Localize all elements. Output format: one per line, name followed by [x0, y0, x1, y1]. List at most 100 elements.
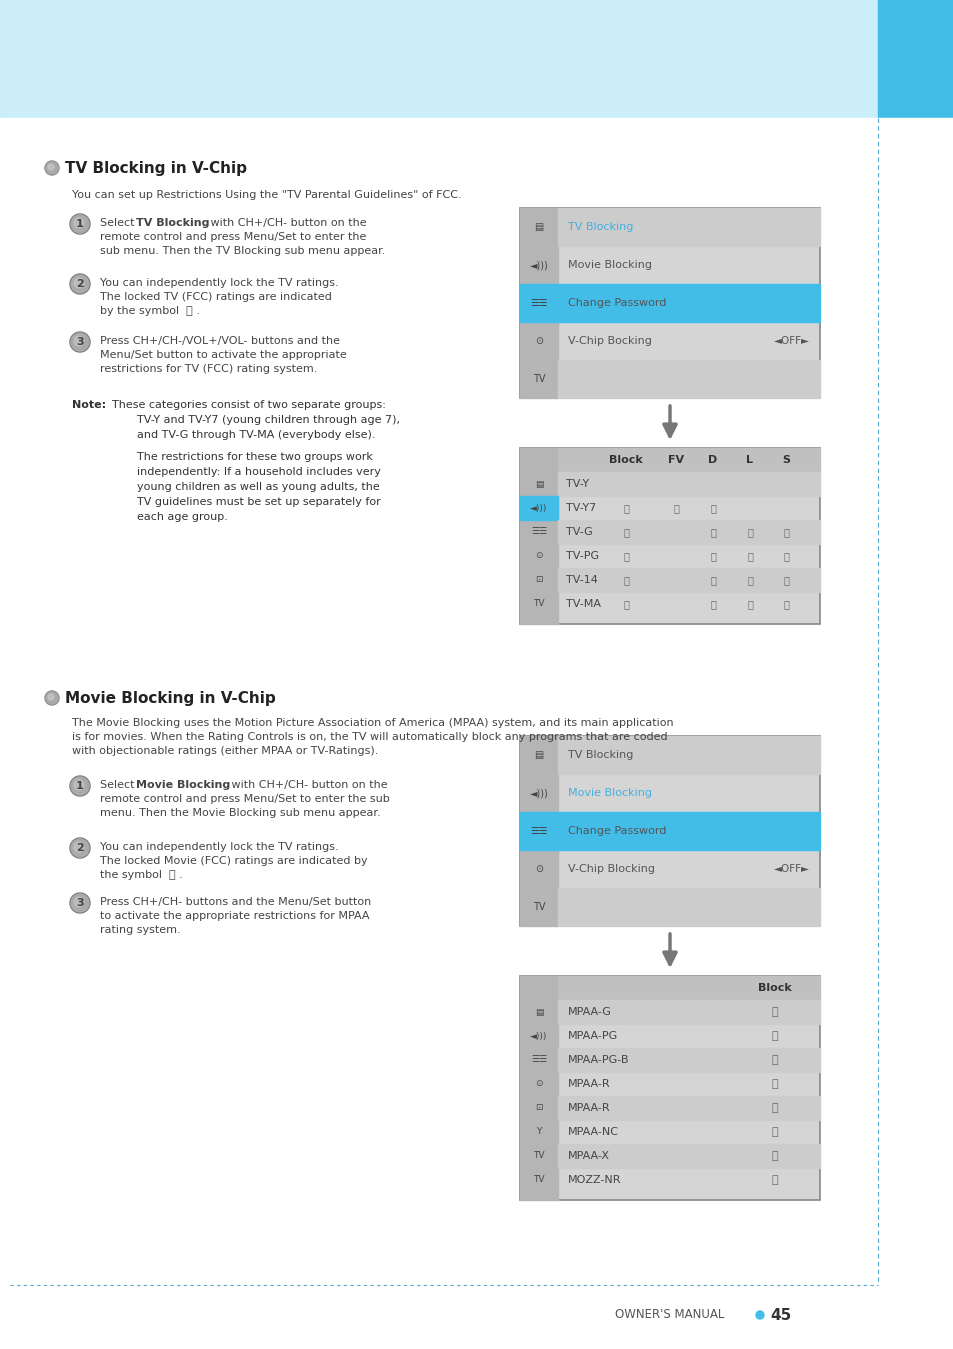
Text: remote control and press Menu/Set to enter the: remote control and press Menu/Set to ent…	[100, 232, 366, 241]
Circle shape	[71, 275, 89, 293]
Text: S: S	[781, 455, 789, 465]
Text: ◄))): ◄)))	[530, 1032, 547, 1040]
Text: 🔒: 🔒	[782, 527, 788, 537]
Text: Press CH+/CH-/VOL+/VOL- buttons and the: Press CH+/CH-/VOL+/VOL- buttons and the	[100, 336, 339, 345]
Text: the symbol  🔒 .: the symbol 🔒 .	[100, 870, 183, 880]
Bar	[519, 208, 820, 398]
Text: MOZZ-NR: MOZZ-NR	[567, 1175, 620, 1184]
Circle shape	[74, 219, 84, 228]
Text: 🔒: 🔒	[771, 1103, 778, 1113]
Text: Movie Blocking: Movie Blocking	[567, 788, 651, 799]
Circle shape	[755, 1311, 763, 1319]
Text: 2: 2	[76, 843, 84, 853]
Text: ◄))): ◄)))	[529, 260, 548, 270]
Text: 🔒: 🔒	[622, 575, 628, 585]
Text: 🔒: 🔒	[771, 1055, 778, 1064]
Bar	[877, 0, 953, 117]
Circle shape	[70, 776, 90, 796]
Text: You can set up Restrictions Using the "TV Parental Guidelines" of FCC.: You can set up Restrictions Using the "T…	[71, 190, 461, 200]
Circle shape	[45, 691, 59, 706]
Circle shape	[71, 894, 89, 912]
Text: TV-PG: TV-PG	[565, 550, 598, 561]
Text: ⊙: ⊙	[535, 336, 542, 345]
Text: TV-G: TV-G	[565, 527, 592, 537]
Text: TV Blocking: TV Blocking	[136, 219, 210, 228]
Circle shape	[74, 897, 84, 907]
Text: 🔒: 🔒	[746, 527, 752, 537]
Text: You can independently lock the TV ratings.: You can independently lock the TV rating…	[100, 842, 338, 853]
Text: with objectionable ratings (either MPAA or TV-Ratings).: with objectionable ratings (either MPAA …	[71, 746, 378, 755]
Bar	[519, 737, 558, 925]
Text: 45: 45	[769, 1307, 790, 1322]
Circle shape	[74, 842, 84, 853]
Text: 🔒: 🔒	[673, 503, 679, 513]
Text: ▤: ▤	[535, 1008, 542, 1017]
Text: MPAA-PG: MPAA-PG	[567, 1031, 618, 1041]
Text: TV-Y: TV-Y	[565, 479, 589, 488]
Text: TV-MA: TV-MA	[565, 599, 600, 608]
Bar	[519, 975, 820, 1201]
Text: TV-Y7: TV-Y7	[565, 503, 596, 513]
Text: and TV-G through TV-MA (everybody else).: and TV-G through TV-MA (everybody else).	[137, 430, 375, 440]
Circle shape	[70, 214, 90, 233]
Circle shape	[71, 214, 89, 233]
Text: 1: 1	[76, 219, 84, 229]
Text: ◄OFF►: ◄OFF►	[773, 336, 809, 345]
Circle shape	[46, 162, 58, 174]
Text: TV: TV	[532, 902, 545, 912]
Text: 🔒: 🔒	[622, 599, 628, 608]
Text: Block: Block	[608, 455, 642, 465]
Text: 🔒: 🔒	[709, 503, 715, 513]
Bar	[558, 1144, 820, 1168]
Text: You can independently lock the TV ratings.: You can independently lock the TV rating…	[100, 278, 338, 287]
Text: ☰☰: ☰☰	[530, 527, 547, 537]
Text: ⊙: ⊙	[535, 552, 542, 560]
Text: ⊙: ⊙	[535, 1079, 542, 1089]
Text: ◄))): ◄)))	[530, 503, 547, 513]
Text: TV Blocking: TV Blocking	[567, 223, 633, 232]
Text: is for movies. When the Rating Controls is on, the TV will automatically block a: is for movies. When the Rating Controls …	[71, 733, 667, 742]
Text: ☰☰: ☰☰	[530, 298, 547, 308]
Text: ▤: ▤	[535, 479, 542, 488]
Text: TV: TV	[533, 599, 544, 608]
Text: 3: 3	[76, 898, 84, 908]
Text: 3: 3	[76, 337, 84, 347]
Circle shape	[70, 274, 90, 294]
Bar	[558, 360, 820, 398]
Text: L: L	[745, 455, 753, 465]
Text: sub menu. Then the TV Blocking sub menu appear.: sub menu. Then the TV Blocking sub menu …	[100, 246, 385, 256]
Text: ▤: ▤	[534, 750, 543, 759]
Circle shape	[70, 838, 90, 858]
Text: 🔒: 🔒	[622, 503, 628, 513]
Circle shape	[48, 693, 54, 700]
Text: to activate the appropriate restrictions for MPAA: to activate the appropriate restrictions…	[100, 911, 369, 921]
Text: TV: TV	[533, 1175, 544, 1184]
Text: young children as well as young adults, the: young children as well as young adults, …	[137, 482, 379, 492]
Text: MPAA-R: MPAA-R	[567, 1079, 610, 1089]
Text: Press CH+/CH- buttons and the Menu/Set button: Press CH+/CH- buttons and the Menu/Set b…	[100, 897, 371, 907]
Text: 2: 2	[76, 279, 84, 289]
Text: ☰☰: ☰☰	[530, 826, 547, 836]
Text: ◄))): ◄)))	[529, 788, 548, 799]
Circle shape	[70, 332, 90, 352]
Text: MPAA-PG-B: MPAA-PG-B	[567, 1055, 629, 1064]
Bar	[558, 519, 820, 544]
Text: TV-Y and TV-Y7 (young children through age 7),: TV-Y and TV-Y7 (young children through a…	[137, 415, 399, 425]
Text: Block: Block	[758, 983, 791, 993]
Text: 🔒: 🔒	[782, 575, 788, 585]
Circle shape	[71, 839, 89, 857]
Bar	[519, 975, 558, 1201]
Text: MPAA-NC: MPAA-NC	[567, 1126, 618, 1137]
Text: FV: FV	[667, 455, 683, 465]
Text: 🔒: 🔒	[771, 1175, 778, 1184]
Bar	[558, 1095, 820, 1120]
Text: ▤: ▤	[534, 223, 543, 232]
Circle shape	[48, 165, 54, 170]
Bar	[519, 496, 558, 519]
Circle shape	[70, 893, 90, 913]
Bar	[519, 737, 820, 925]
Text: 🔒: 🔒	[746, 575, 752, 585]
Text: V-Chip Bocking: V-Chip Bocking	[567, 336, 651, 345]
Text: Select: Select	[100, 780, 138, 791]
Text: Note:: Note:	[71, 401, 106, 410]
